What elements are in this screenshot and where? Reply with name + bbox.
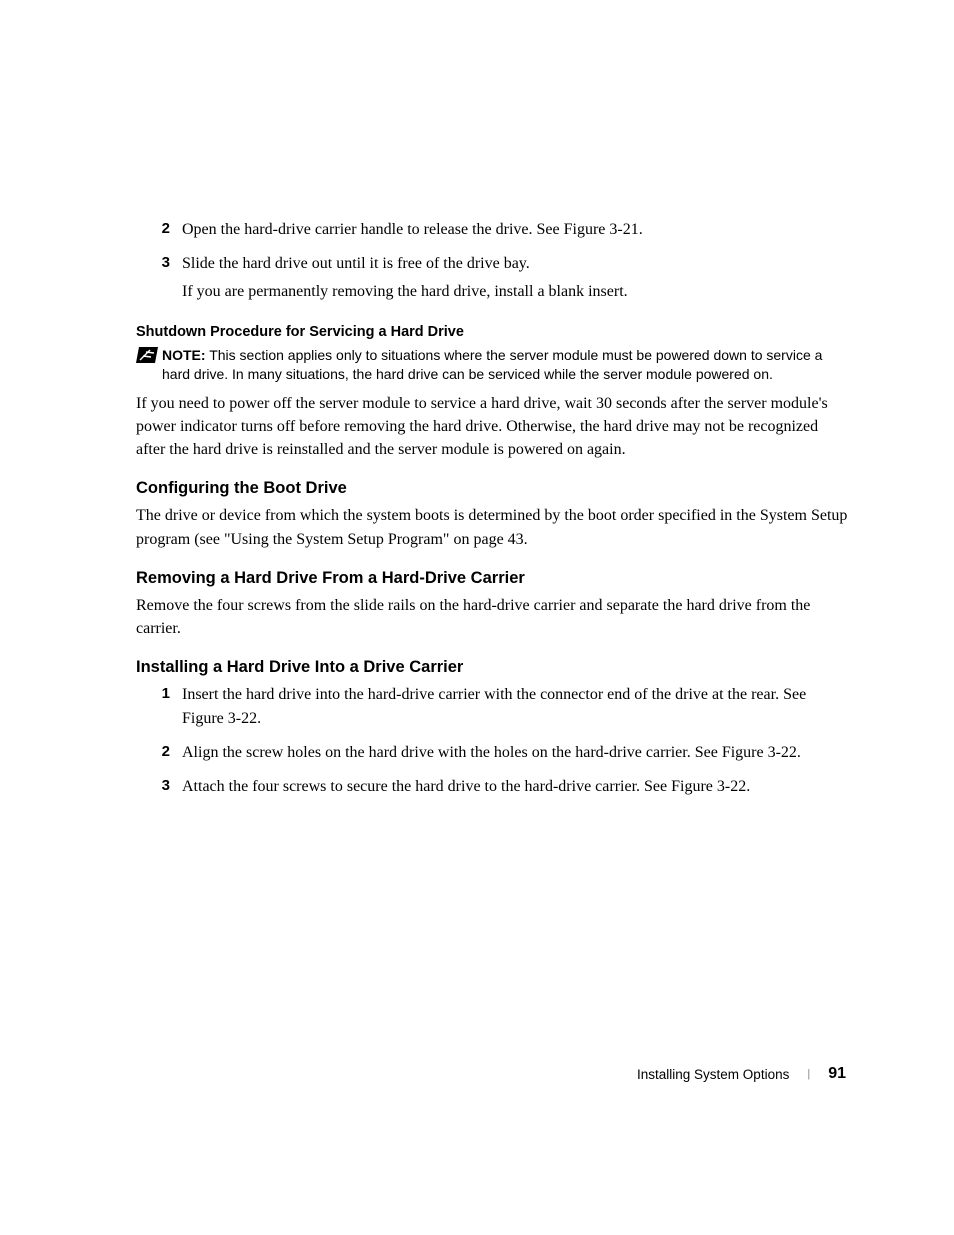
step-item: 3 Attach the four screws to secure the h…	[136, 775, 848, 803]
step-item: 2 Align the screw holes on the hard driv…	[136, 741, 848, 769]
footer-page-number: 91	[828, 1065, 846, 1083]
note-icon	[136, 346, 162, 368]
step-body: Align the screw holes on the hard drive …	[182, 741, 848, 769]
step-number: 2	[136, 741, 182, 762]
note-text: NOTE: This section applies only to situa…	[162, 346, 848, 384]
step-number: 3	[136, 252, 182, 273]
note-block: NOTE: This section applies only to situa…	[136, 346, 848, 384]
step-item: 2 Open the hard-drive carrier handle to …	[136, 218, 848, 246]
page-footer: Installing System Options | 91	[637, 1065, 846, 1083]
step-item: 1 Insert the hard drive into the hard-dr…	[136, 683, 848, 735]
step-number: 1	[136, 683, 182, 704]
step-item: 3 Slide the hard drive out until it is f…	[136, 252, 848, 308]
body-paragraph: If you need to power off the server modu…	[136, 392, 848, 462]
step-body: Insert the hard drive into the hard-driv…	[182, 683, 848, 735]
body-paragraph: Remove the four screws from the slide ra…	[136, 594, 848, 640]
step-text: Attach the four screws to secure the har…	[182, 775, 848, 799]
heading-shutdown-procedure: Shutdown Procedure for Servicing a Hard …	[136, 324, 848, 340]
step-body: Slide the hard drive out until it is fre…	[182, 252, 848, 308]
footer-section-title: Installing System Options	[637, 1067, 789, 1082]
step-text: Open the hard-drive carrier handle to re…	[182, 218, 848, 242]
footer-separator: |	[807, 1068, 810, 1080]
step-text: Slide the hard drive out until it is fre…	[182, 252, 848, 276]
note-label: NOTE:	[162, 347, 206, 363]
body-paragraph: The drive or device from which the syste…	[136, 504, 848, 550]
heading-configuring-boot-drive: Configuring the Boot Drive	[136, 479, 848, 498]
step-text: Insert the hard drive into the hard-driv…	[182, 683, 848, 731]
step-text: Align the screw holes on the hard drive …	[182, 741, 848, 765]
step-text: If you are permanently removing the hard…	[182, 280, 848, 304]
step-body: Attach the four screws to secure the har…	[182, 775, 848, 803]
step-number: 2	[136, 218, 182, 239]
heading-removing-hard-drive: Removing a Hard Drive From a Hard-Drive …	[136, 569, 848, 588]
page-container: 2 Open the hard-drive carrier handle to …	[0, 0, 954, 1235]
note-body: This section applies only to situations …	[162, 347, 822, 382]
main-content: 2 Open the hard-drive carrier handle to …	[136, 218, 848, 809]
heading-installing-hard-drive: Installing a Hard Drive Into a Drive Car…	[136, 658, 848, 677]
step-body: Open the hard-drive carrier handle to re…	[182, 218, 848, 246]
step-number: 3	[136, 775, 182, 796]
